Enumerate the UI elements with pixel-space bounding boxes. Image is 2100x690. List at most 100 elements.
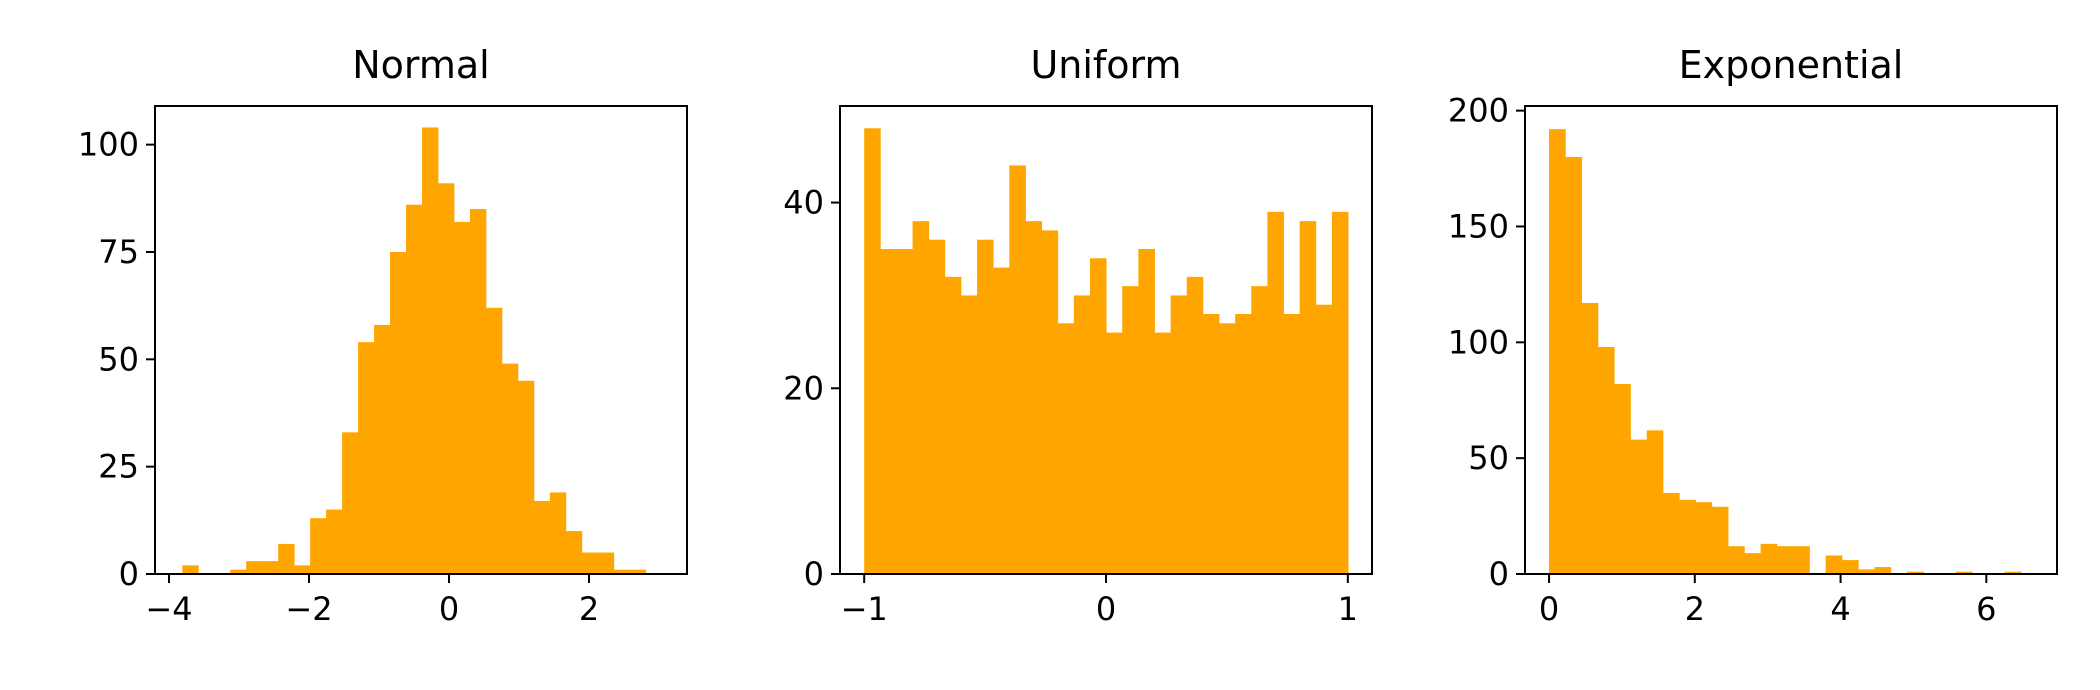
uniform-title: Uniform xyxy=(1030,43,1181,87)
normal-bar xyxy=(517,380,535,574)
exponential-ytick-label: 150 xyxy=(1448,207,1509,245)
uniform-bar xyxy=(993,267,1010,574)
exponential-bar xyxy=(1793,546,1810,574)
exponential-title: Exponential xyxy=(1679,43,1904,87)
uniform-bar xyxy=(1219,323,1236,574)
normal-xtick-label: −4 xyxy=(145,590,192,628)
normal-bar xyxy=(294,565,311,574)
exponential-bar xyxy=(1825,555,1843,574)
normal-bar xyxy=(406,204,423,574)
uniform-bar xyxy=(896,249,913,574)
normal-bar xyxy=(629,569,647,574)
uniform-bar xyxy=(1009,165,1026,574)
uniform-bar xyxy=(1073,295,1091,574)
uniform-bar xyxy=(1106,332,1123,574)
uniform-bar xyxy=(1154,332,1172,574)
exponential-xtick-label: 2 xyxy=(1685,590,1705,628)
exponential-bar xyxy=(1614,384,1631,574)
exponential-bar xyxy=(1695,502,1713,574)
exponential-ytick-label: 50 xyxy=(1468,439,1509,477)
normal-bar xyxy=(533,501,551,574)
normal-bar xyxy=(581,552,599,574)
exponential-bar xyxy=(1549,129,1566,574)
uniform-bar xyxy=(1170,295,1188,574)
exponential-bar xyxy=(1858,569,1875,574)
normal-bar xyxy=(613,569,631,574)
normal-bar xyxy=(246,561,263,574)
uniform-bar xyxy=(944,276,962,574)
exponential-bar xyxy=(1662,492,1680,574)
exponential-bar xyxy=(2004,571,2022,574)
uniform-bar xyxy=(880,249,897,574)
exponential-ytick-label: 200 xyxy=(1448,92,1509,130)
exponential-bar xyxy=(1565,156,1582,575)
normal-axes-frame xyxy=(154,105,688,575)
uniform-bar xyxy=(1299,221,1317,574)
normal-bar xyxy=(326,509,343,574)
uniform-xtick-label: 1 xyxy=(1338,590,1358,628)
uniform-xtick-label: 0 xyxy=(1096,590,1116,628)
normal-bar xyxy=(358,342,375,574)
uniform-bar xyxy=(1089,258,1107,574)
uniform-bar xyxy=(1251,286,1268,574)
normal-ytick-label: 25 xyxy=(98,448,139,486)
exponential-bar xyxy=(1646,430,1664,574)
uniform-bar xyxy=(1041,230,1059,574)
exponential-ytick-label: 100 xyxy=(1448,323,1509,361)
uniform-xtick-label: −1 xyxy=(841,590,888,628)
exponential-bar xyxy=(1760,543,1778,574)
uniform-bar xyxy=(912,221,930,574)
exponential-xtick-label: 4 xyxy=(1830,590,1850,628)
normal-bar xyxy=(453,221,471,574)
exponential-bar xyxy=(1630,439,1648,574)
uniform-ytick-label: 40 xyxy=(783,184,824,222)
normal-bar xyxy=(278,543,295,574)
normal-bar xyxy=(342,432,359,574)
uniform-ytick-label: 0 xyxy=(804,555,824,593)
normal-bar xyxy=(182,565,199,574)
uniform-bar xyxy=(960,295,978,574)
uniform-bar xyxy=(1315,304,1333,574)
normal-bar xyxy=(437,183,455,574)
normal-bar xyxy=(310,518,327,574)
normal-bar xyxy=(230,569,247,574)
uniform-bar xyxy=(1202,314,1220,574)
exponential-ytick-label: 0 xyxy=(1489,555,1509,593)
uniform-bar xyxy=(1186,276,1204,574)
normal-ytick-label: 100 xyxy=(78,126,139,164)
normal-title: Normal xyxy=(352,43,490,87)
uniform-bar xyxy=(1057,323,1075,574)
normal-xtick-label: 0 xyxy=(439,590,459,628)
uniform-bar xyxy=(1122,286,1139,574)
exponential-bar xyxy=(1581,302,1599,574)
exponential-bar xyxy=(1728,546,1745,574)
normal-bar xyxy=(422,127,439,574)
exponential-bar xyxy=(1679,499,1696,574)
normal-bar xyxy=(390,251,407,575)
exponential-bar xyxy=(1841,560,1859,574)
exponential-bar xyxy=(1711,506,1729,574)
uniform-bar xyxy=(1235,314,1252,574)
exponential-xtick-label: 0 xyxy=(1539,590,1559,628)
exponential-bar xyxy=(1874,567,1892,574)
normal-bar xyxy=(597,552,615,574)
exponential-xtick-label: 6 xyxy=(1976,590,1996,628)
uniform-bar xyxy=(864,128,881,575)
normal-bar xyxy=(485,307,503,574)
normal-histogram-panel: −4 −2 0 2 0 25 50 75 100 Normal xyxy=(78,43,688,628)
uniform-bar xyxy=(1267,211,1284,574)
normal-ytick-label: 0 xyxy=(119,555,139,593)
uniform-ytick-label: 20 xyxy=(783,369,824,407)
uniform-bar xyxy=(1283,314,1301,574)
exponential-bar xyxy=(1744,553,1762,574)
exponential-bar xyxy=(1597,346,1615,574)
normal-bar xyxy=(501,363,519,574)
normal-ytick-label: 75 xyxy=(98,233,139,271)
normal-bar xyxy=(262,561,279,574)
normal-xtick-label: 2 xyxy=(579,590,599,628)
exponential-bar xyxy=(1955,571,1973,574)
exponential-bar xyxy=(1776,546,1794,574)
exponential-histogram-panel: 0 2 4 6 0 50 100 150 200 Exponential xyxy=(1448,43,2058,628)
uniform-bar xyxy=(1025,221,1043,574)
